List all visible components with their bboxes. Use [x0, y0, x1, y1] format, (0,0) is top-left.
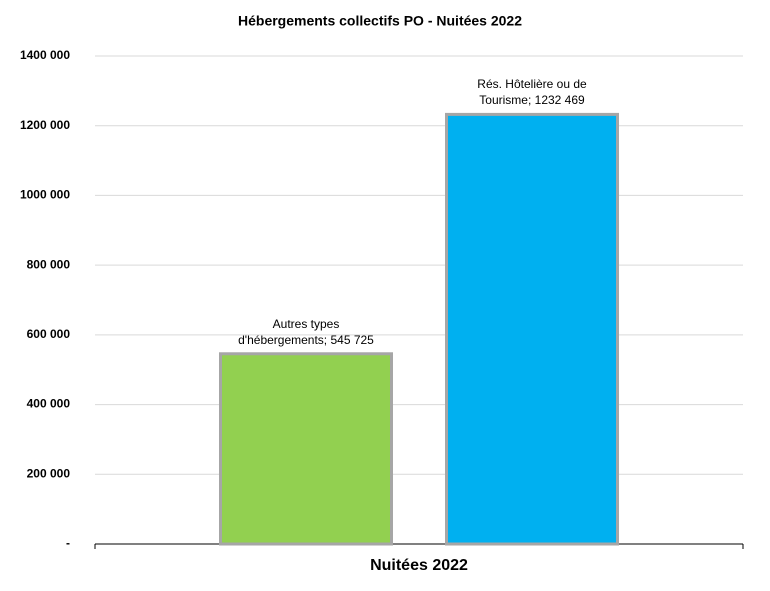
y-tick-label: 200 000 — [27, 466, 71, 480]
x-tick-label: Nuitées 2022 — [370, 557, 468, 574]
y-tick-label: 600 000 — [27, 327, 71, 341]
y-tick-label: 800 000 — [27, 257, 71, 271]
data-label: Rés. Hôtelière ou de Tourisme; 1232 469 — [477, 77, 587, 108]
y-tick-label: - — [66, 536, 70, 550]
y-tick-label: 1000 000 — [20, 188, 70, 202]
y-tick-label: 400 000 — [27, 397, 71, 411]
y-tick-label: 1200 000 — [20, 118, 70, 132]
y-tick-label: 1400 000 — [20, 48, 70, 62]
chart-title: Hébergements collectifs PO - Nuitées 202… — [238, 13, 522, 29]
bar — [219, 352, 393, 546]
data-label: Autres types d'hébergements; 545 725 — [238, 316, 374, 347]
bar — [445, 112, 619, 546]
